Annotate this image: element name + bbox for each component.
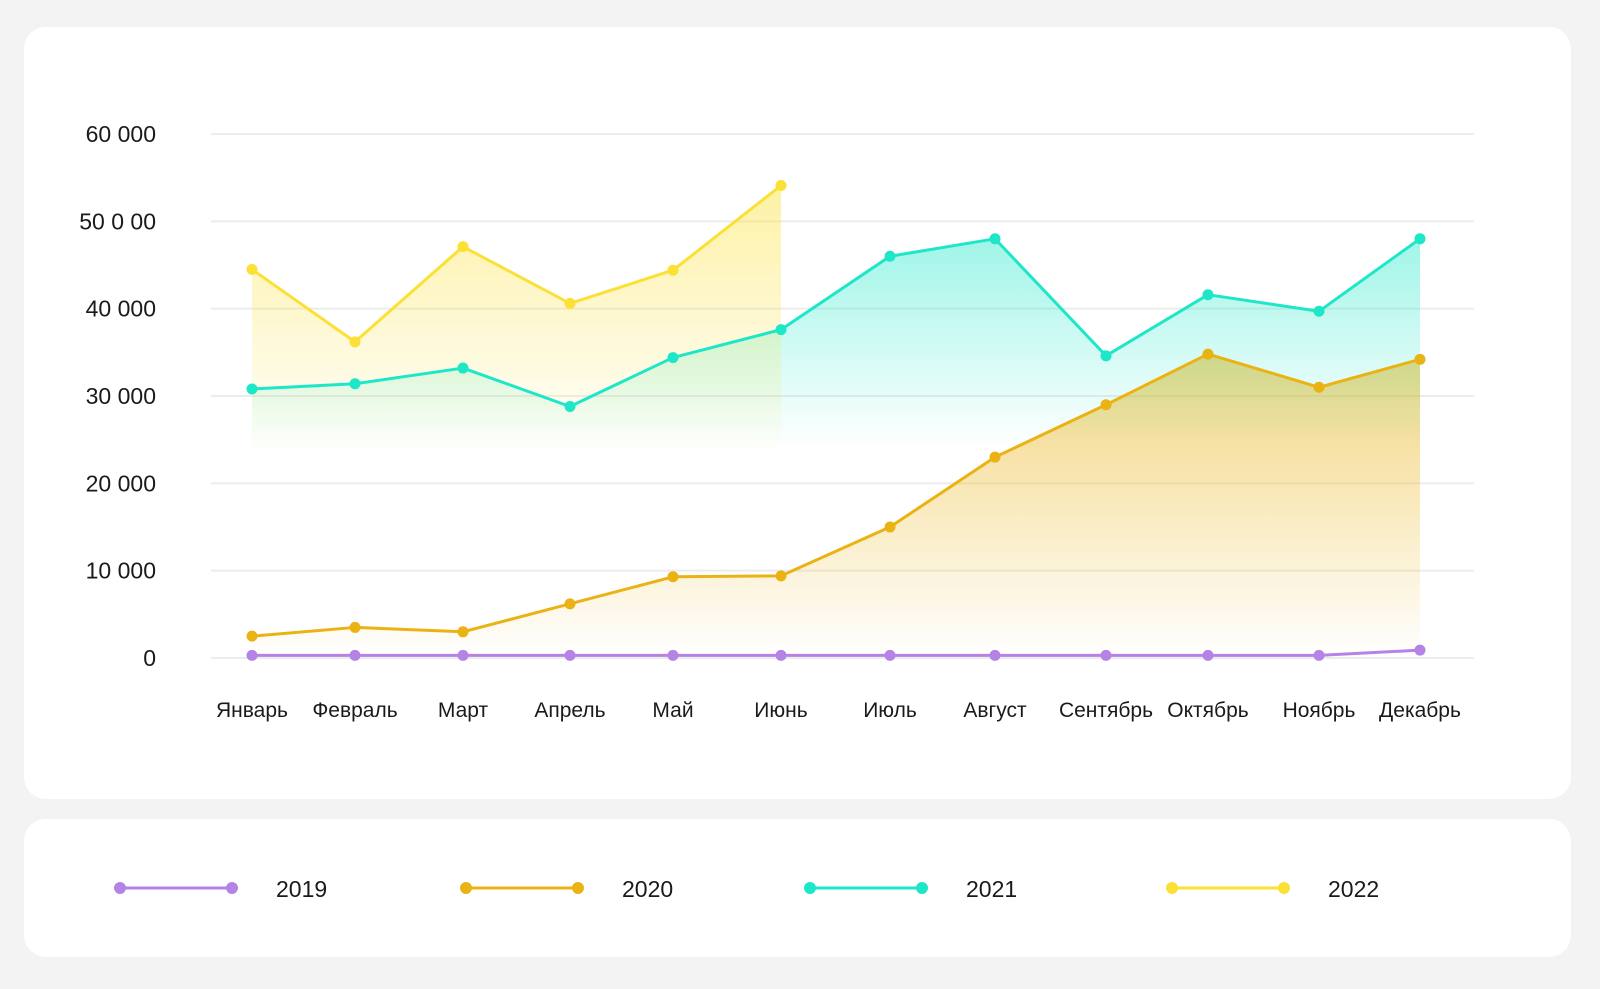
legend-item-2019[interactable]: 2019	[114, 819, 327, 957]
data-point-2019[interactable]	[1414, 644, 1426, 656]
y-tick-label: 60 000	[86, 121, 156, 147]
x-tick-label: Апрель	[534, 699, 605, 722]
x-tick-label: Март	[438, 699, 489, 722]
legend-swatch	[114, 882, 238, 894]
data-point-2021[interactable]	[667, 352, 679, 364]
series-areas	[252, 185, 1420, 658]
x-tick-label: Июль	[863, 699, 917, 722]
legend-item-2020[interactable]: 2020	[460, 819, 673, 957]
legend-swatch	[460, 882, 584, 894]
y-tick-label: 50 0 00	[79, 208, 156, 234]
chart-card: 0 10 000 20 000 30 000 40 000 50 0 00 60 000 Я…	[24, 27, 1571, 799]
data-point-2021[interactable]	[1313, 305, 1325, 317]
x-axis-ticks: Январь Февраль Март Апрель Май Июнь Июль Август…	[216, 699, 1461, 722]
data-point-2019[interactable]	[246, 649, 258, 661]
data-point-2022[interactable]	[457, 241, 469, 253]
legend-swatch	[804, 882, 928, 894]
data-point-2021[interactable]	[884, 250, 896, 262]
x-tick-label: Июнь	[754, 699, 807, 722]
data-point-2021[interactable]	[775, 324, 787, 336]
data-point-2020[interactable]	[884, 521, 896, 533]
x-tick-label: Февраль	[312, 699, 397, 722]
x-tick-label: Январь	[216, 699, 288, 722]
data-point-2021[interactable]	[1100, 350, 1112, 362]
legend-label: 2019	[276, 876, 328, 902]
data-point-2020[interactable]	[457, 626, 469, 638]
data-point-2020[interactable]	[775, 570, 787, 582]
series-line-2022	[251, 184, 782, 344]
line-area-chart: 0 10 000 20 000 30 000 40 000 50 0 00 60 000 Я…	[79, 121, 1474, 722]
legend-label: 2020	[622, 876, 674, 902]
data-point-2019[interactable]	[1313, 649, 1325, 661]
legend-item-2022[interactable]: 2022	[1166, 819, 1379, 957]
series-line-2019	[252, 648, 1421, 657]
series-line-2021	[251, 237, 1421, 408]
area-2022	[252, 185, 781, 458]
legend-label: 2022	[1328, 876, 1380, 902]
data-point-2021[interactable]	[989, 233, 1001, 245]
y-tick-label: 0	[143, 645, 156, 671]
series-lines	[251, 184, 1421, 657]
x-tick-label: Сентябрь	[1059, 699, 1153, 722]
legend: 2019 2020 2021 2022	[24, 819, 1571, 957]
data-point-2022[interactable]	[246, 263, 258, 275]
y-tick-label: 30 000	[86, 383, 156, 409]
legend-item-2021[interactable]: 2021	[804, 819, 1017, 957]
data-point-2019[interactable]	[989, 649, 1001, 661]
area-2021	[252, 238, 1420, 449]
data-point-2020[interactable]	[667, 571, 679, 583]
series-line-2020	[251, 352, 1421, 638]
data-point-2020[interactable]	[1202, 348, 1214, 360]
data-point-2019[interactable]	[884, 649, 896, 661]
x-tick-label: Август	[963, 699, 1027, 722]
legend-swatch	[1166, 882, 1290, 894]
data-point-2022[interactable]	[564, 297, 576, 309]
data-point-2020[interactable]	[564, 598, 576, 610]
data-point-2022[interactable]	[667, 264, 679, 276]
data-point-2021[interactable]	[564, 400, 576, 412]
legend-label: 2021	[966, 876, 1018, 902]
data-point-2020[interactable]	[1414, 353, 1426, 365]
data-point-2020[interactable]	[246, 630, 258, 642]
data-point-2021[interactable]	[457, 362, 469, 374]
series-points	[246, 180, 1426, 661]
y-tick-label: 10 000	[86, 558, 156, 584]
data-point-2021[interactable]	[1202, 289, 1214, 301]
y-axis-ticks: 0 10 000 20 000 30 000 40 000 50 0 00 60 000	[79, 121, 156, 671]
x-tick-label: Ноябрь	[1283, 699, 1356, 722]
y-tick-label: 20 000	[86, 470, 156, 496]
x-tick-label: Октябрь	[1167, 699, 1248, 722]
data-point-2019[interactable]	[1202, 649, 1214, 661]
data-point-2019[interactable]	[775, 649, 787, 661]
data-point-2020[interactable]	[1100, 399, 1112, 411]
data-point-2020[interactable]	[989, 451, 1001, 463]
data-point-2019[interactable]	[457, 649, 469, 661]
x-tick-label: Декабрь	[1379, 699, 1461, 722]
data-point-2022[interactable]	[349, 336, 361, 348]
data-point-2021[interactable]	[246, 383, 258, 395]
data-point-2020[interactable]	[349, 621, 361, 633]
data-point-2019[interactable]	[667, 649, 679, 661]
x-tick-label: Май	[652, 699, 693, 722]
data-point-2020[interactable]	[1313, 381, 1325, 393]
data-point-2021[interactable]	[349, 378, 361, 390]
data-point-2019[interactable]	[1100, 649, 1112, 661]
data-point-2022[interactable]	[775, 180, 787, 192]
data-point-2021[interactable]	[1414, 233, 1426, 245]
data-point-2019[interactable]	[349, 649, 361, 661]
y-tick-label: 40 000	[86, 296, 156, 322]
data-point-2019[interactable]	[564, 649, 576, 661]
